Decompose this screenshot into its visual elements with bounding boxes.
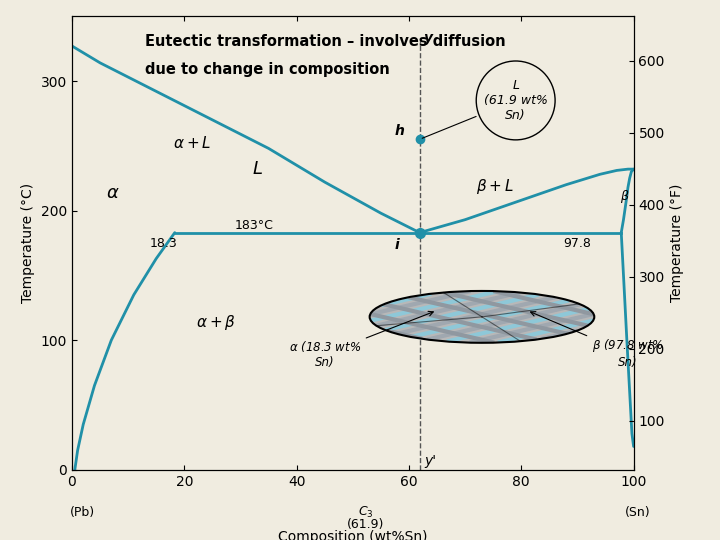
Text: (61.9): (61.9) xyxy=(347,518,384,531)
Text: i: i xyxy=(395,239,399,253)
Text: (Sn): (Sn) xyxy=(624,505,650,519)
X-axis label: Composition (wt%Sn): Composition (wt%Sn) xyxy=(278,530,428,540)
Text: due to change in composition: due to change in composition xyxy=(145,62,390,77)
Text: (Pb): (Pb) xyxy=(71,505,95,519)
Y-axis label: Temperature (°F): Temperature (°F) xyxy=(670,184,685,302)
Text: $\alpha + L$: $\alpha + L$ xyxy=(173,136,212,151)
Text: 18.3: 18.3 xyxy=(150,237,177,250)
Text: $C_3$: $C_3$ xyxy=(358,505,374,520)
Text: 97.8: 97.8 xyxy=(564,237,591,250)
Text: $\alpha$ (18.3 wt%
Sn): $\alpha$ (18.3 wt% Sn) xyxy=(289,312,433,369)
Text: $\beta$ (97.8 wt%
Sn): $\beta$ (97.8 wt% Sn) xyxy=(531,312,664,369)
Text: $\alpha + \beta$: $\alpha + \beta$ xyxy=(196,313,235,332)
Circle shape xyxy=(369,291,594,343)
Text: Eutectic transformation – involves diffusion: Eutectic transformation – involves diffu… xyxy=(145,35,505,49)
Text: $\beta$: $\beta$ xyxy=(620,188,629,205)
Y-axis label: Temperature (°C): Temperature (°C) xyxy=(21,183,35,303)
Text: y': y' xyxy=(424,454,436,468)
Text: 183°C: 183°C xyxy=(235,219,274,232)
Text: h: h xyxy=(395,124,404,138)
Text: $L$: $L$ xyxy=(252,160,263,178)
Text: y: y xyxy=(424,31,433,45)
Text: $\beta + L$: $\beta + L$ xyxy=(477,177,514,196)
Text: $L$
(61.9 wt%
Sn): $L$ (61.9 wt% Sn) xyxy=(422,79,548,138)
Text: $\alpha$: $\alpha$ xyxy=(106,184,120,201)
